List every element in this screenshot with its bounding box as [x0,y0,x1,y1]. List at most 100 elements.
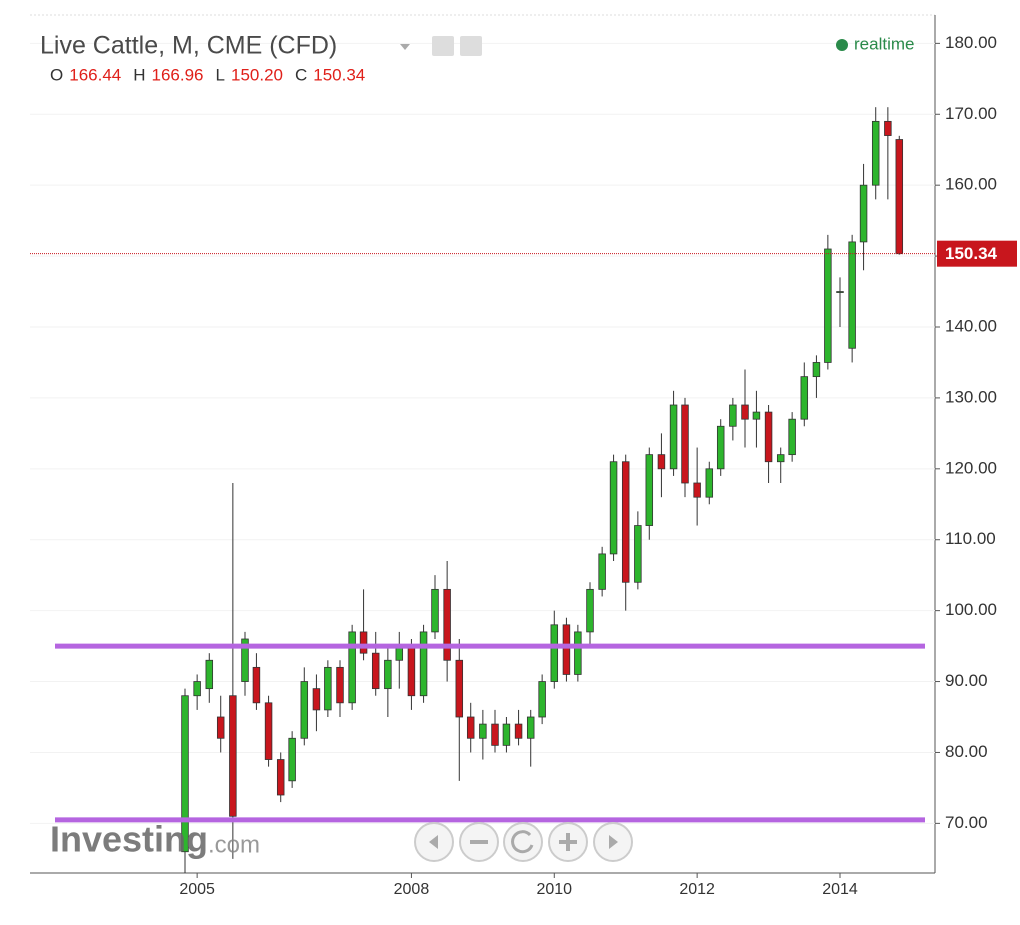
candle-body [776,454,785,463]
x-tick-label: 2014 [822,881,858,898]
candle-body [193,681,201,697]
candle-body [764,411,773,463]
candle-body [586,588,594,633]
candles [181,107,904,873]
candle-body [443,588,451,661]
y-tick-label: 90.00 [945,671,988,690]
candle-body [752,411,761,420]
watermark: Investing .com [50,819,260,860]
candle-body [729,404,737,427]
reset[interactable] [503,822,543,862]
candle-body [252,666,261,704]
candle-body [431,588,439,633]
y-tick-label: 130.00 [945,387,997,406]
y-tick-label: 180.00 [945,33,997,52]
candle-body [229,695,237,817]
last-price-label: 150.34 [945,244,998,263]
candle-body [348,631,356,704]
ohlc-value: 166.44 [69,65,121,84]
overlays: 150.34 [30,240,1017,823]
candle-body [264,702,273,760]
candle-body [788,418,796,456]
y-tick-label: 100.00 [945,600,997,619]
x-tick-label: 2005 [179,881,215,898]
last-price-tag [937,240,1017,267]
candle-body [205,659,214,690]
candle-body [288,737,296,782]
candle-body [848,241,856,349]
ohlc-value: 166.96 [152,65,204,84]
candle-body [181,695,189,853]
candle-body [741,404,749,420]
ohlc-key: L [216,65,225,84]
plus-icon [559,833,577,851]
ohlc-key: H [133,65,145,84]
candle-body [800,376,809,420]
candle-body [716,425,725,470]
candle-body [824,248,832,363]
candle-body [681,404,689,484]
y-tick-label: 140.00 [945,316,997,335]
x-tick-label: 2008 [394,881,430,898]
candle-body [300,681,309,739]
y-tick-label: 160.00 [945,175,997,194]
candle-body [491,723,499,746]
candle-body [609,461,618,555]
candle-body [276,759,285,796]
settings-button[interactable] [460,36,482,56]
candle-body [371,652,380,690]
chart-title: Live Cattle, M, CME (CFD) [40,32,337,60]
right-icon [609,835,618,849]
candle-body [812,362,821,378]
nav-buttons [414,822,633,862]
candle-body [241,638,249,682]
candle-body [871,120,880,186]
candle-body [502,723,511,746]
ohlc-value: 150.34 [313,65,365,84]
candle-body [324,666,332,711]
x-tick-label: 2012 [679,881,715,898]
candle-body [621,461,630,583]
candle-body [645,454,654,526]
reset-icon [511,830,534,854]
dropdown-icon[interactable] [400,44,410,50]
ohlc-key: O [50,65,63,84]
y-tick-label: 170.00 [945,104,997,123]
candle-body [455,659,464,718]
candle-body [693,482,701,498]
status-dot [836,39,848,51]
candle-body [669,404,678,470]
candle-body [895,139,904,255]
candle-body [562,624,571,675]
y-tick-label: 110.00 [945,529,996,548]
candle-body [216,716,225,739]
candle-body [419,631,428,697]
grid: 70.00 80.00 90.00 100.00 110.00 120.00 130.00 1… [30,33,997,898]
candle-body [550,624,559,682]
candle-body [466,716,475,739]
eye-button[interactable] [432,36,454,56]
y-tick-label: 120.00 [945,458,997,477]
candle-body [705,468,714,498]
status: realtime [854,34,914,53]
candle-body [884,120,892,136]
ohlc-value: 150.20 [231,65,283,84]
candle-body [312,688,321,711]
left-icon [429,835,438,849]
candle-body [514,723,523,739]
watermark-suffix: .com [208,831,260,858]
ohlc-header: O 166.44 H 166.96 L 150.20 C 150.34 [50,65,365,84]
watermark-brand: Investing [50,819,208,860]
candle-body [657,454,666,470]
x-tick-label: 2010 [536,881,572,898]
candle-body [359,631,368,654]
y-tick-label: 80.00 [945,742,988,761]
candle-body [538,681,546,718]
candle-body [526,716,535,739]
candle-body [598,553,606,590]
candle-body [479,723,487,739]
candle-body [836,291,844,293]
candle-body [336,666,344,704]
